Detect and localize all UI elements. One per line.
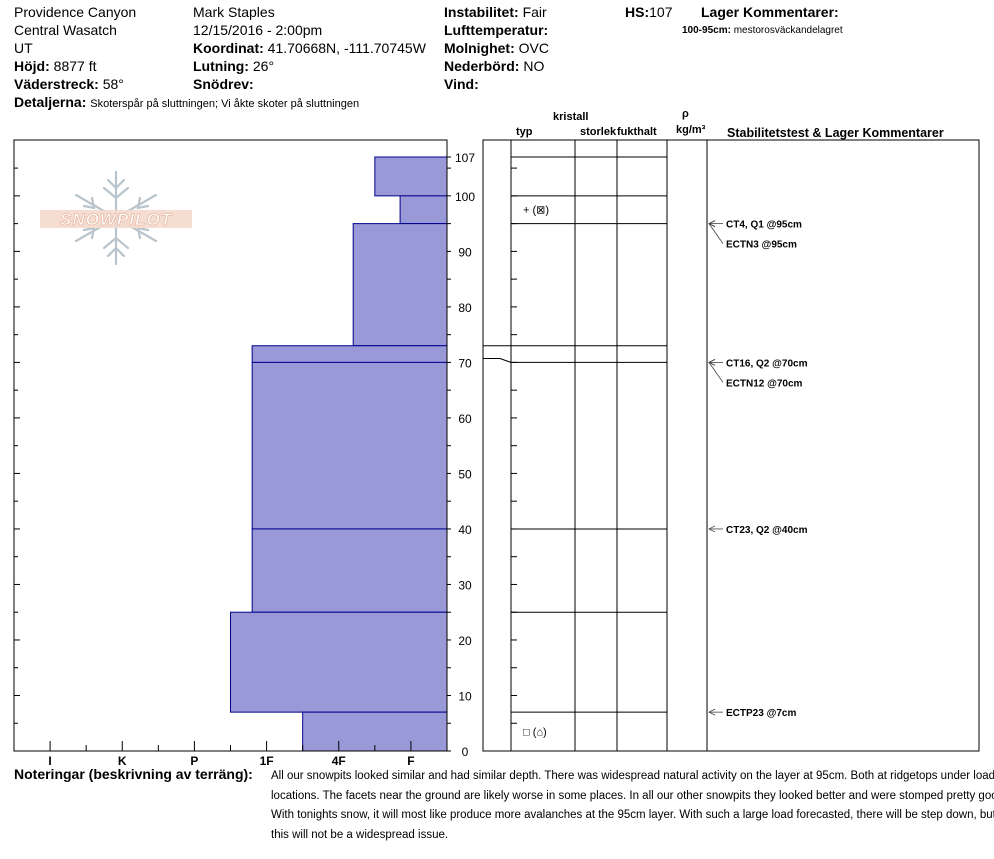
range-name: Central Wasatch [14,22,117,38]
arrow-icon [708,220,716,227]
hardness-bar [230,611,448,713]
depth-tick-label: 80 [458,301,472,315]
crystal-symbol: □ (⌂) [523,727,547,739]
depth-tick-label: 30 [458,578,472,592]
density-unit: kg/m³ [676,124,706,136]
wind-label: Vind: [444,76,479,92]
arrow-icon [708,359,716,366]
coordinates-value: 41.70668N, -111.70745W [267,40,426,56]
hardness-tick-label: 1F [260,754,274,768]
layer-boundary-connector [483,358,512,363]
snow-height: HS:107 [625,4,672,20]
precipitation: Nederbörd: NO [444,58,544,74]
aspect-value: 58° [102,76,124,92]
hardness-bar [251,528,448,613]
logo-text: SNOWPILOT [60,210,173,229]
snowpilot-logo: SNOWPILOT [40,170,192,266]
stability-test-pointer [708,362,724,383]
stability-test-label: CT16, Q2 @70cm [726,358,808,369]
stability-test-label: ECTN12 @70cm [726,378,803,389]
arrow-icon [708,525,716,533]
details: Detaljerna: Skoterspår på sluttningen; V… [14,94,359,111]
depth-tick-label: 50 [458,467,472,481]
depth-tick-label: 0 [462,745,469,759]
sky-cover: Molnighet: OVC [444,40,549,56]
crystal-type-header: typ [516,126,533,138]
hardness-bar [251,345,448,363]
crystal-column-header: kristall [553,111,589,123]
layer-comment-text: mestorosväckandelagret [733,25,843,36]
depth-tick-label: 90 [458,245,472,259]
arrow-icon [708,708,716,716]
depth-tick-label: 100 [455,190,475,204]
air-temp-label: Lufttemperatur: [444,22,549,38]
sky-cover-label: Molnighet: [444,40,515,56]
precipitation-value: NO [523,58,545,74]
location-name: Providence Canyon [14,4,137,20]
hardness-bar [399,195,448,225]
stability-test-label: ECTN3 @95cm [726,240,797,251]
stability-test-label: CT23, Q2 @40cm [726,525,808,536]
elevation-value: 8877 ft [53,58,97,74]
stability-test-pointer [708,223,724,244]
instability-label: Instabilitet: [444,4,519,20]
slope-value: 26° [252,58,275,74]
crystal-symbol: + (⊠) [523,205,549,217]
wind-snow-label: Snödrev: [193,76,254,92]
instability-value: Fair [522,4,547,20]
elevation-label: Höjd: [14,58,50,74]
layer-comment-range: 100-95cm: [682,25,731,36]
hardness-bar [251,361,448,530]
depth-tick-label: 60 [458,412,472,426]
precipitation-label: Nederbörd: [444,58,520,74]
crystal-size-header: storlek [580,126,617,138]
aspect: Väderstreck: 58° [14,76,124,92]
moisture-header: fukthalt [617,126,657,138]
details-label: Detaljerna: [14,94,87,110]
depth-tick-label: 107 [455,151,475,165]
snow-height-value: 107 [649,4,673,20]
hardness-tick-label: I [48,754,51,768]
coordinates-label: Koordinat: [193,40,264,56]
notes-text: All our snowpits looked similar and had … [271,770,994,841]
elevation: Höjd: 8877 ft [14,58,96,74]
depth-tick-label: 70 [458,356,472,370]
instability: Instabilitet: Fair [444,4,547,20]
aspect-label: Väderstreck: [14,76,99,92]
layer-comments-title: Lager Kommentarer: [701,4,839,20]
density-symbol: ρ [682,108,689,120]
depth-tick-label: 40 [458,523,472,537]
snow-height-label: HS: [625,4,650,20]
hardness-tick-label: F [407,754,414,768]
hardness-bar [302,711,448,752]
depth-tick-label: 20 [458,634,472,648]
hardness-bar [374,156,448,197]
state-name: UT [14,40,33,56]
slope: Lutning: 26° [193,58,274,74]
observation-datetime: 12/15/2016 - 2:00pm [193,22,323,38]
stability-header: Stabilitetstest & Lager Kommentarer [727,126,944,140]
stability-test-label: ECTP23 @7cm [726,708,796,719]
details-value: Skoterspår på sluttningen; Vi åkte skote… [90,98,360,110]
hardness-tick-label: P [190,754,198,768]
layer-table-frame [482,139,980,752]
depth-tick-label: 10 [458,689,472,703]
slope-label: Lutning: [193,58,249,74]
coordinates: Koordinat: 41.70668N, -111.70745W [193,40,426,56]
hardness-tick-label: 4F [332,754,346,768]
hardness-tick-label: K [118,754,127,768]
observer-name: Mark Staples [193,4,275,20]
stability-test-label: CT4, Q1 @95cm [726,220,802,231]
layer-comment: 100-95cm: mestorosväckandelagret [682,25,843,37]
sky-cover-value: OVC [518,40,549,56]
notes-label: Noteringar (beskrivning av terräng): [14,766,253,782]
hardness-bar [352,223,448,347]
